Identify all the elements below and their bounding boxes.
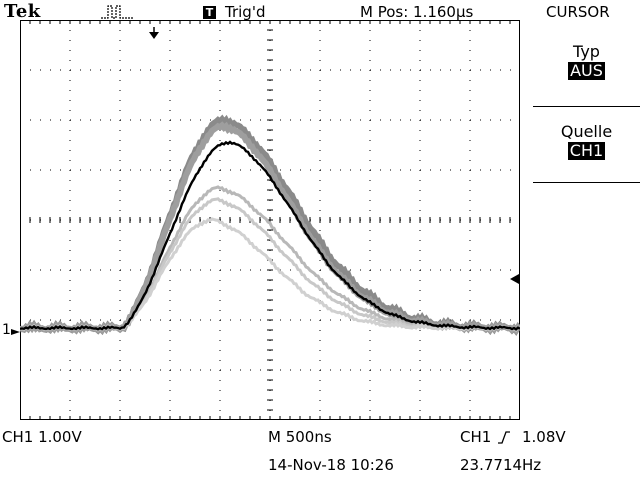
source-label: Quelle: [560, 122, 613, 141]
side-menu-item-source[interactable]: Quelle CH1: [533, 122, 640, 160]
source-value: CH1: [567, 141, 606, 160]
date-time: 14-Nov-18 10:26: [268, 456, 394, 474]
persistence-trace: [20, 121, 520, 335]
frequency-readout: 23.7714Hz: [460, 456, 542, 474]
arrow-down-icon: [149, 27, 159, 39]
type-value: AUS: [568, 61, 605, 80]
menu-title: CURSOR: [546, 3, 610, 21]
side-menu: Typ AUS Quelle CH1: [533, 22, 640, 422]
type-label: Typ: [573, 42, 600, 61]
ch1-waveform: [20, 140, 520, 331]
side-menu-item-type[interactable]: Typ AUS: [533, 42, 640, 80]
ch1-scale: CH1 1.00V: [2, 428, 82, 446]
waveform-display: [20, 20, 520, 420]
timebase: M 500ns: [268, 428, 332, 446]
ground-arrow-icon: [11, 329, 20, 335]
main-position-readout: M Pos: 1.160µs: [360, 3, 474, 21]
brand-logo: Tek: [4, 1, 41, 22]
graticule: [20, 20, 520, 420]
trigger-source: CH1: [460, 428, 492, 446]
trigger-badge: T: [203, 6, 216, 19]
pulse-icon: [101, 5, 133, 19]
rising-edge-icon: [498, 431, 510, 444]
arrow-left-icon: [510, 274, 520, 284]
trigger-level: 1.08V: [522, 428, 566, 446]
status-bar: Tek T Trig'd M Pos: 1.160µs CURSOR: [0, 0, 640, 24]
trigger-status: Trig'd: [225, 3, 266, 21]
side-menu-divider: [533, 182, 640, 183]
side-menu-divider: [533, 106, 640, 107]
channel-marker: 1: [2, 322, 11, 338]
readout-bar: CH1 1.00V M 500ns CH1 1.08V 14-Nov-18 10…: [0, 424, 640, 480]
